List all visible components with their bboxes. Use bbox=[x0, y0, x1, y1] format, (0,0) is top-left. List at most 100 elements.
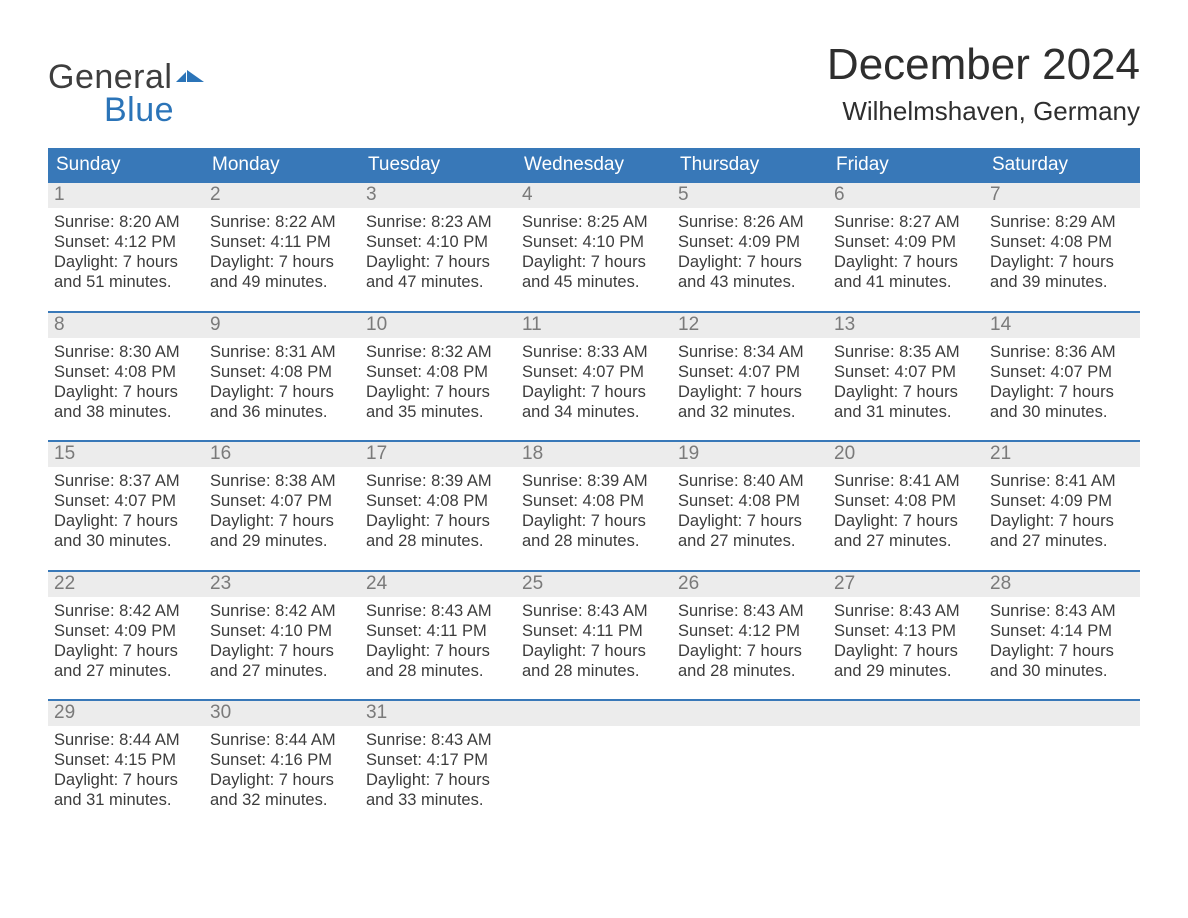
day-number: 5 bbox=[672, 183, 828, 208]
detail-line: and 47 minutes. bbox=[366, 272, 510, 292]
week-row: 22232425262728Sunrise: 8:42 AMSunset: 4:… bbox=[48, 570, 1140, 686]
day-header-thu: Thursday bbox=[672, 148, 828, 183]
detail-line: Sunset: 4:08 PM bbox=[990, 232, 1134, 252]
detail-line: Sunrise: 8:43 AM bbox=[522, 601, 666, 621]
day-number: 16 bbox=[204, 442, 360, 467]
detail-line: Sunset: 4:08 PM bbox=[210, 362, 354, 382]
detail-line: Daylight: 7 hours bbox=[990, 641, 1134, 661]
detail-line: Daylight: 7 hours bbox=[54, 770, 198, 790]
day-details: Sunrise: 8:41 AMSunset: 4:09 PMDaylight:… bbox=[984, 467, 1140, 556]
detail-line: Daylight: 7 hours bbox=[522, 252, 666, 272]
day-number bbox=[828, 701, 984, 704]
detail-line: and 27 minutes. bbox=[990, 531, 1134, 551]
detail-line: Sunrise: 8:43 AM bbox=[366, 601, 510, 621]
detail-line: Daylight: 7 hours bbox=[522, 641, 666, 661]
detail-line: Sunset: 4:08 PM bbox=[522, 491, 666, 511]
detail-line: Daylight: 7 hours bbox=[366, 382, 510, 402]
detail-line: Sunset: 4:11 PM bbox=[522, 621, 666, 641]
detail-line: Sunset: 4:09 PM bbox=[54, 621, 198, 641]
day-number bbox=[672, 701, 828, 704]
day-number: 6 bbox=[828, 183, 984, 208]
day-details: Sunrise: 8:40 AMSunset: 4:08 PMDaylight:… bbox=[672, 467, 828, 556]
detail-line: Sunset: 4:07 PM bbox=[834, 362, 978, 382]
detail-line: Sunrise: 8:22 AM bbox=[210, 212, 354, 232]
day-details: Sunrise: 8:42 AMSunset: 4:10 PMDaylight:… bbox=[204, 597, 360, 686]
detail-line: Sunset: 4:10 PM bbox=[366, 232, 510, 252]
day-details bbox=[672, 726, 828, 734]
detail-line: Sunset: 4:07 PM bbox=[210, 491, 354, 511]
detail-line: Sunrise: 8:39 AM bbox=[366, 471, 510, 491]
day-header-wed: Wednesday bbox=[516, 148, 672, 183]
detail-line: and 34 minutes. bbox=[522, 402, 666, 422]
detail-line: Sunrise: 8:43 AM bbox=[834, 601, 978, 621]
detail-line: Sunset: 4:11 PM bbox=[210, 232, 354, 252]
day-header-mon: Monday bbox=[204, 148, 360, 183]
day-details: Sunrise: 8:41 AMSunset: 4:08 PMDaylight:… bbox=[828, 467, 984, 556]
detail-line: Daylight: 7 hours bbox=[990, 382, 1134, 402]
day-details: Sunrise: 8:44 AMSunset: 4:16 PMDaylight:… bbox=[204, 726, 360, 815]
day-number: 22 bbox=[48, 572, 204, 597]
details-row: Sunrise: 8:42 AM Sunset: 4:09 PM Daylight:… bbox=[48, 597, 1140, 686]
day-details: Sunrise: 8:43 AMSunset: 4:13 PMDaylight:… bbox=[828, 597, 984, 686]
day-number: 19 bbox=[672, 442, 828, 467]
detail-line: Sunset: 4:07 PM bbox=[990, 362, 1134, 382]
detail-line: Sunset: 4:10 PM bbox=[210, 621, 354, 641]
detail-line: Sunset: 4:15 PM bbox=[54, 750, 198, 770]
detail-line: Sunset: 4:12 PM bbox=[54, 232, 198, 252]
detail-line: and 29 minutes. bbox=[834, 661, 978, 681]
day-number: 23 bbox=[204, 572, 360, 597]
detail-line: and 36 minutes. bbox=[210, 402, 354, 422]
day-details: Sunrise: 8:44 AMSunset: 4:15 PMDaylight:… bbox=[48, 726, 204, 815]
detail-line: Sunrise: 8:42 AM bbox=[210, 601, 354, 621]
detail-line: Daylight: 7 hours bbox=[834, 511, 978, 531]
detail-line: Sunset: 4:11 PM bbox=[366, 621, 510, 641]
detail-line: Sunrise: 8:26 AM bbox=[678, 212, 822, 232]
detail-line: and 29 minutes. bbox=[210, 531, 354, 551]
day-details: Sunrise: 8:39 AMSunset: 4:08 PMDaylight:… bbox=[516, 467, 672, 556]
logo-word2: Blue bbox=[104, 91, 204, 130]
detail-line: Sunrise: 8:23 AM bbox=[366, 212, 510, 232]
detail-line: Sunrise: 8:33 AM bbox=[522, 342, 666, 362]
detail-line: and 49 minutes. bbox=[210, 272, 354, 292]
detail-line: Sunrise: 8:41 AM bbox=[834, 471, 978, 491]
detail-line: and 33 minutes. bbox=[366, 790, 510, 810]
day-details: Sunrise: 8:20 AMSunset: 4:12 PMDaylight:… bbox=[48, 208, 204, 297]
day-header-fri: Friday bbox=[828, 148, 984, 183]
detail-line: Daylight: 7 hours bbox=[210, 770, 354, 790]
detail-line: Daylight: 7 hours bbox=[834, 641, 978, 661]
day-details bbox=[516, 726, 672, 734]
day-number: 31 bbox=[360, 701, 516, 726]
daynum-row: 293031 bbox=[48, 701, 1140, 726]
detail-line: Sunset: 4:09 PM bbox=[678, 232, 822, 252]
day-details: Sunrise: 8:35 AMSunset: 4:07 PMDaylight:… bbox=[828, 338, 984, 427]
day-number: 18 bbox=[516, 442, 672, 467]
day-number: 26 bbox=[672, 572, 828, 597]
detail-line: Sunrise: 8:43 AM bbox=[678, 601, 822, 621]
detail-line: Daylight: 7 hours bbox=[678, 511, 822, 531]
day-header-tue: Tuesday bbox=[360, 148, 516, 183]
detail-line: Sunrise: 8:36 AM bbox=[990, 342, 1134, 362]
detail-line: and 31 minutes. bbox=[54, 790, 198, 810]
day-details: Sunrise: 8:26 AMSunset: 4:09 PMDaylight:… bbox=[672, 208, 828, 297]
detail-line: Sunset: 4:08 PM bbox=[366, 491, 510, 511]
day-number: 3 bbox=[360, 183, 516, 208]
detail-line: and 31 minutes. bbox=[834, 402, 978, 422]
detail-line: Daylight: 7 hours bbox=[834, 382, 978, 402]
detail-line: Sunrise: 8:30 AM bbox=[54, 342, 198, 362]
day-details bbox=[828, 726, 984, 734]
week-row: 891011121314Sunrise: 8:30 AMSunset: 4:08… bbox=[48, 311, 1140, 427]
detail-line: Sunset: 4:13 PM bbox=[834, 621, 978, 641]
detail-line: and 38 minutes. bbox=[54, 402, 198, 422]
detail-line: Sunrise: 8:37 AM bbox=[54, 471, 198, 491]
day-number: 25 bbox=[516, 572, 672, 597]
detail-line: and 28 minutes. bbox=[678, 661, 822, 681]
day-details: Sunrise: 8:34 AMSunset: 4:07 PMDaylight:… bbox=[672, 338, 828, 427]
detail-line: Daylight: 7 hours bbox=[990, 252, 1134, 272]
daynum-row: 1234567 bbox=[48, 183, 1140, 208]
detail-line: Daylight: 7 hours bbox=[210, 641, 354, 661]
detail-line: Daylight: 7 hours bbox=[210, 382, 354, 402]
detail-line: Sunset: 4:14 PM bbox=[990, 621, 1134, 641]
detail-line: Daylight: 7 hours bbox=[366, 770, 510, 790]
detail-line: Sunset: 4:08 PM bbox=[678, 491, 822, 511]
day-details: Sunrise: 8:43 AMSunset: 4:17 PMDaylight:… bbox=[360, 726, 516, 815]
